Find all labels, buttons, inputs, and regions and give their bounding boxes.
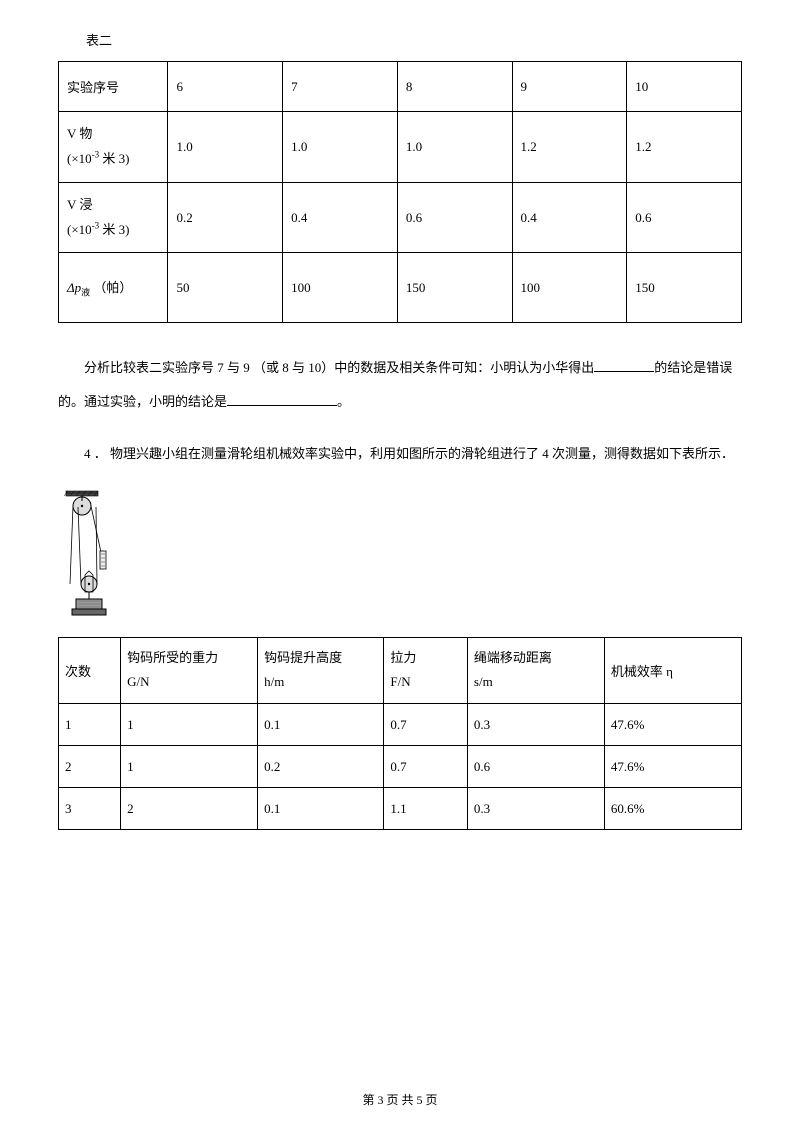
table-row: 3 2 0.1 1.1 0.3 60.6% [59,788,742,830]
cell: 0.4 [283,182,398,253]
cell: V 浸 (×10-3 米 3) [59,182,168,253]
cell: 47.6% [604,704,741,746]
cell: 100 [283,253,398,323]
cell: 1.0 [283,112,398,183]
cell: 1.2 [627,112,742,183]
cell: Δp液 （帕） [59,253,168,323]
cell: 0.1 [258,704,384,746]
table-row: 次数 钩码所受的重力G/N 钩码提升高度h/m 拉力F/N 绳端移动距离s/m … [59,637,742,703]
cell: 0.2 [258,746,384,788]
cell: V 物 (×10-3 米 3) [59,112,168,183]
cell: 0.6 [627,182,742,253]
table1: 实验序号 6 7 8 9 10 V 物 (×10-3 米 3) 1.0 1.0 … [58,61,742,323]
cell: 1.0 [397,112,512,183]
cell: 1 [121,704,258,746]
cell: 钩码提升高度h/m [258,637,384,703]
cell: 8 [397,62,512,112]
cell: 0.1 [258,788,384,830]
cell: 机械效率 η [604,637,741,703]
cell: 1.1 [384,788,468,830]
cell: 次数 [59,637,121,703]
blank-1 [594,371,654,372]
cell: 钩码所受的重力G/N [121,637,258,703]
cell: 绳端移动距离s/m [467,637,604,703]
paragraph-analysis: 分析比较表二实验序号 7 与 9 （或 8 与 10）中的数据及相关条件可知：小… [58,351,742,419]
cell: 0.4 [512,182,627,253]
table1-caption: 表二 [86,30,742,49]
cell: 150 [397,253,512,323]
cell: 0.7 [384,746,468,788]
cell: 实验序号 [59,62,168,112]
table-row: 2 1 0.2 0.7 0.6 47.6% [59,746,742,788]
paragraph-question4: 4 ． 物理兴趣小组在测量滑轮组机械效率实验中，利用如图所示的滑轮组进行了 4 … [58,437,742,471]
table-row: 实验序号 6 7 8 9 10 [59,62,742,112]
cell: 0.2 [168,182,283,253]
cell: 0.7 [384,704,468,746]
cell: 1 [59,704,121,746]
table-row: V 物 (×10-3 米 3) 1.0 1.0 1.0 1.2 1.2 [59,112,742,183]
table2: 次数 钩码所受的重力G/N 钩码提升高度h/m 拉力F/N 绳端移动距离s/m … [58,637,742,830]
cell: 1.2 [512,112,627,183]
cell: 1 [121,746,258,788]
cell: 9 [512,62,627,112]
cell: 1.0 [168,112,283,183]
cell: 拉力F/N [384,637,468,703]
cell: 0.6 [397,182,512,253]
cell: 10 [627,62,742,112]
cell: 2 [59,746,121,788]
cell: 0.6 [467,746,604,788]
page-footer: 第 3 页 共 5 页 [0,1091,800,1108]
cell: 150 [627,253,742,323]
cell: 6 [168,62,283,112]
table-row: 1 1 0.1 0.7 0.3 47.6% [59,704,742,746]
pulley-diagram [58,489,120,619]
cell: 60.6% [604,788,741,830]
cell: 7 [283,62,398,112]
cell: 47.6% [604,746,741,788]
cell: 100 [512,253,627,323]
cell: 50 [168,253,283,323]
blank-2 [227,405,337,406]
cell: 0.3 [467,704,604,746]
table-row: Δp液 （帕） 50 100 150 100 150 [59,253,742,323]
cell: 3 [59,788,121,830]
cell: 0.3 [467,788,604,830]
table-row: V 浸 (×10-3 米 3) 0.2 0.4 0.6 0.4 0.6 [59,182,742,253]
cell: 2 [121,788,258,830]
